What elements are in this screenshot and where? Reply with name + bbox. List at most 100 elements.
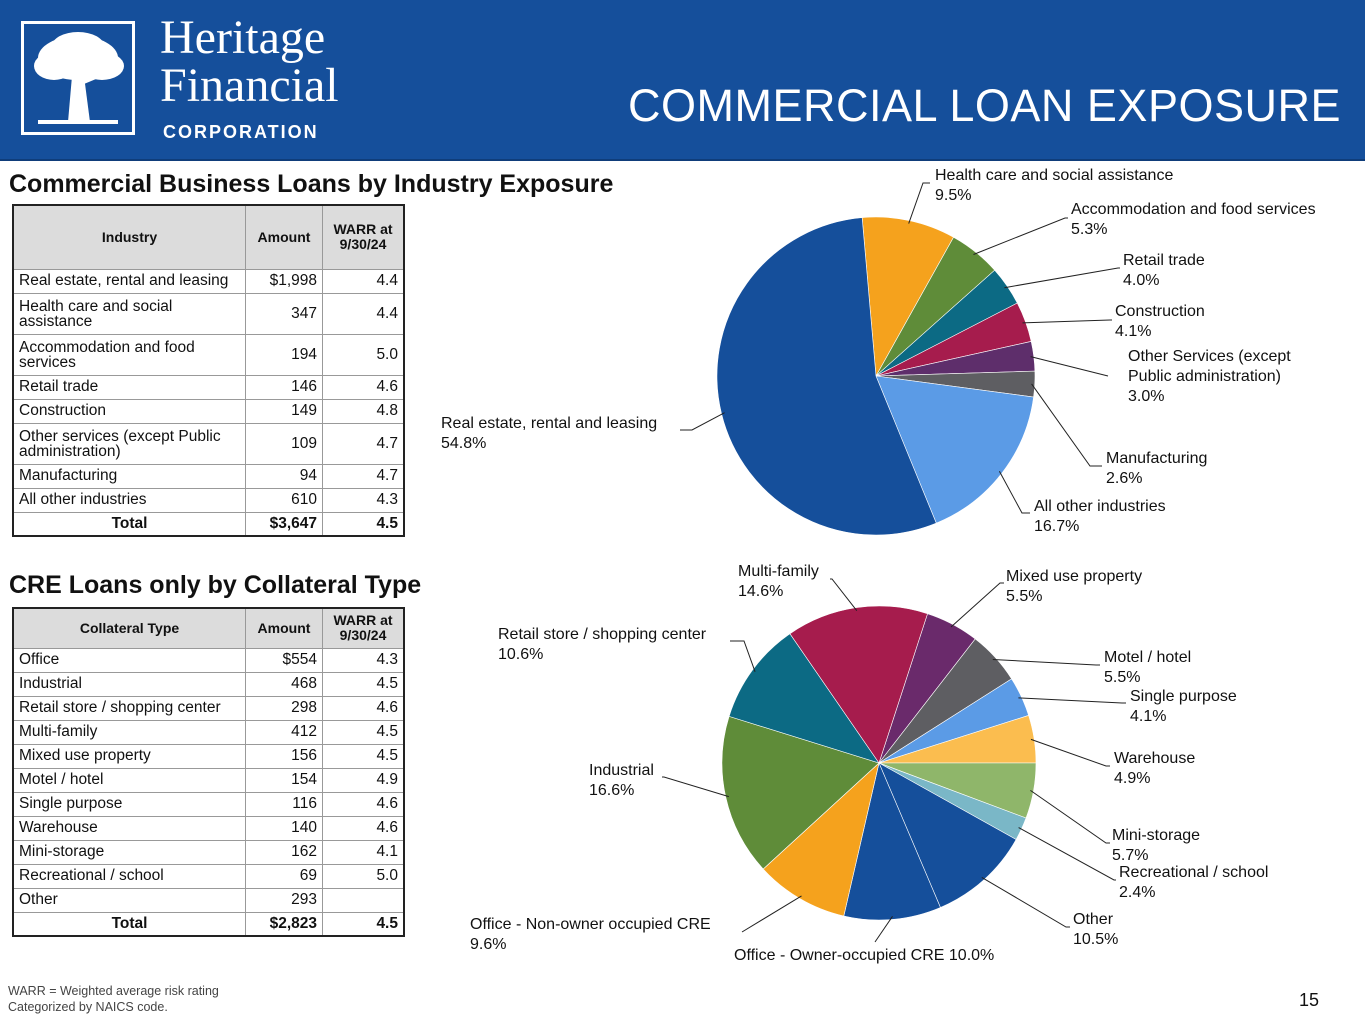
logo-line-2: Financial (160, 59, 339, 112)
industry-cell: 194 (245, 333, 323, 376)
industry-cell: 4.7 (322, 422, 405, 465)
cre-cell: 4.6 (322, 815, 405, 841)
pie-slice (789, 605, 928, 764)
table-row: Real estate, rental and leasing $1,998 4.4 (12, 268, 405, 294)
industry-cell: 94 (245, 463, 323, 489)
pie-label: Mini-storage 5.7% (1112, 827, 1200, 864)
leader-line (830, 578, 858, 612)
cre-cell: 156 (245, 743, 323, 769)
footnote-line-2: Categorized by NAICS code. (8, 1000, 168, 1014)
pie-label: Other Services (except Public administrat… (1128, 348, 1291, 405)
table-row: Accommodation and food services 194 5.0 (12, 333, 405, 376)
industry-total-cell: $3,647 (245, 511, 323, 537)
pie-slice (762, 762, 880, 917)
page-title: COMMERCIAL LOAN EXPOSURE (628, 80, 1341, 131)
cre-cell: 69 (245, 863, 323, 889)
leader-line (1030, 738, 1110, 767)
cre-cell: 5.0 (322, 863, 405, 889)
logo-line-3: CORPORATION (163, 122, 319, 142)
leader-line (908, 182, 930, 224)
leader-line (662, 776, 729, 798)
pie-chart-2: Mixed use property 5.5% Motel / hotel 5.5%S… (470, 563, 1268, 964)
table-row: Other 293 (12, 887, 405, 913)
industry-cell: 149 (245, 398, 323, 424)
cre-cell: $554 (245, 647, 323, 673)
footnote-line-1: WARR = Weighted average risk rating (8, 984, 219, 998)
cre-cell: 4.1 (322, 839, 405, 865)
pie-label: Other 10.5% (1073, 911, 1118, 948)
industry-cell: 109 (245, 422, 323, 465)
pie-slice (875, 375, 1034, 524)
cre-cell: 293 (245, 887, 323, 913)
cre-cell: 116 (245, 791, 323, 817)
cre-section-title: CRE Loans only by Collateral Type (9, 571, 422, 599)
pie-label: Accommodation and food services 5.3% (1071, 201, 1316, 238)
table-row: Manufacturing 94 4.7 (12, 463, 405, 489)
cre-total-cell: $2,823 (245, 911, 323, 937)
table-row: Health care and social assistance 347 4.4 (12, 292, 405, 335)
total-row: Total $3,647 4.5 (12, 511, 405, 537)
leader-line (680, 412, 725, 431)
cre-cell: 4.6 (322, 791, 405, 817)
leader-line (1018, 827, 1116, 881)
table-row: Construction 149 4.8 (12, 398, 405, 424)
cre-cell: 4.6 (322, 695, 405, 721)
table-row: Recreational / school 69 5.0 (12, 863, 405, 889)
pie-label: Single purpose 4.1% (1130, 688, 1237, 725)
industry-cell: 4.7 (322, 463, 405, 489)
leader-line (730, 640, 756, 672)
leader-line (741, 895, 802, 933)
tree-logo-icon (21, 21, 135, 135)
cre-cell: 162 (245, 839, 323, 865)
pie-label: Retail trade 4.0% (1123, 252, 1205, 289)
pie-slice (721, 715, 880, 870)
leader-line (1030, 356, 1109, 377)
leader-line (1004, 267, 1120, 289)
industry-table: Industry Amount WARR at 9/30/24 Real est… (12, 204, 405, 537)
cre-cell: 4.5 (322, 743, 405, 769)
table-row: Multi-family 412 4.5 (12, 719, 405, 745)
leader-line (950, 582, 1004, 628)
cre-header-warr: WARR at 9/30/24 (322, 607, 405, 649)
leader-line (981, 876, 1070, 928)
industry-header-warr: WARR at 9/30/24 (322, 204, 405, 270)
pie-slice (843, 762, 941, 921)
pie-slice (728, 633, 880, 764)
leader-line (973, 217, 1068, 255)
pie-label: Mixed use property 5.5% (1006, 568, 1142, 605)
cre-cell: Multi-family (12, 719, 246, 745)
leader-line (998, 470, 1030, 514)
industry-header-amount: Amount (245, 204, 323, 270)
table-row: Retail store / shopping center 298 4.6 (12, 695, 405, 721)
pie-label: Manufacturing 2.6% (1106, 450, 1207, 487)
pie-label: Office - Owner-occupied CRE 10.0% (734, 947, 994, 964)
industry-total-cell: 4.5 (322, 511, 405, 537)
cre-total-cell: 4.5 (322, 911, 405, 937)
industry-cell: $1,998 (245, 268, 323, 294)
leader-line (1022, 319, 1112, 324)
leader-line (1018, 697, 1126, 704)
pie-label: Multi-family 14.6% (738, 563, 819, 600)
cre-cell: 4.3 (322, 647, 405, 673)
pie-label: Construction 4.1% (1115, 303, 1205, 340)
logo-line-1: Heritage (160, 11, 326, 64)
cre-cell: Other (12, 887, 246, 913)
pie-slice (716, 217, 937, 536)
leader-line (1030, 789, 1110, 844)
cre-cell: Recreational / school (12, 863, 246, 889)
cre-cell: 412 (245, 719, 323, 745)
industry-section-title: Commercial Business Loans by Industry Ex… (9, 170, 614, 198)
cre-cell: Retail store / shopping center (12, 695, 246, 721)
industry-cell: 4.3 (322, 487, 405, 513)
pie-label: All other industries 16.7% (1034, 498, 1166, 535)
table-row: Other services (except Public administra… (12, 422, 405, 465)
table-row: Single purpose 116 4.6 (12, 791, 405, 817)
cre-cell: 468 (245, 671, 323, 697)
pie-chart-1: Health care and social assistance 9.5%Acc… (441, 167, 1316, 536)
industry-cell: 5.0 (322, 333, 405, 376)
total-row: Total $2,823 4.5 (12, 911, 405, 937)
cre-table: Collateral Type Amount WARR at 9/30/24 O… (12, 607, 405, 937)
cre-total-cell: Total (12, 911, 246, 937)
pie-label: Health care and social assistance 9.5% (935, 167, 1173, 204)
